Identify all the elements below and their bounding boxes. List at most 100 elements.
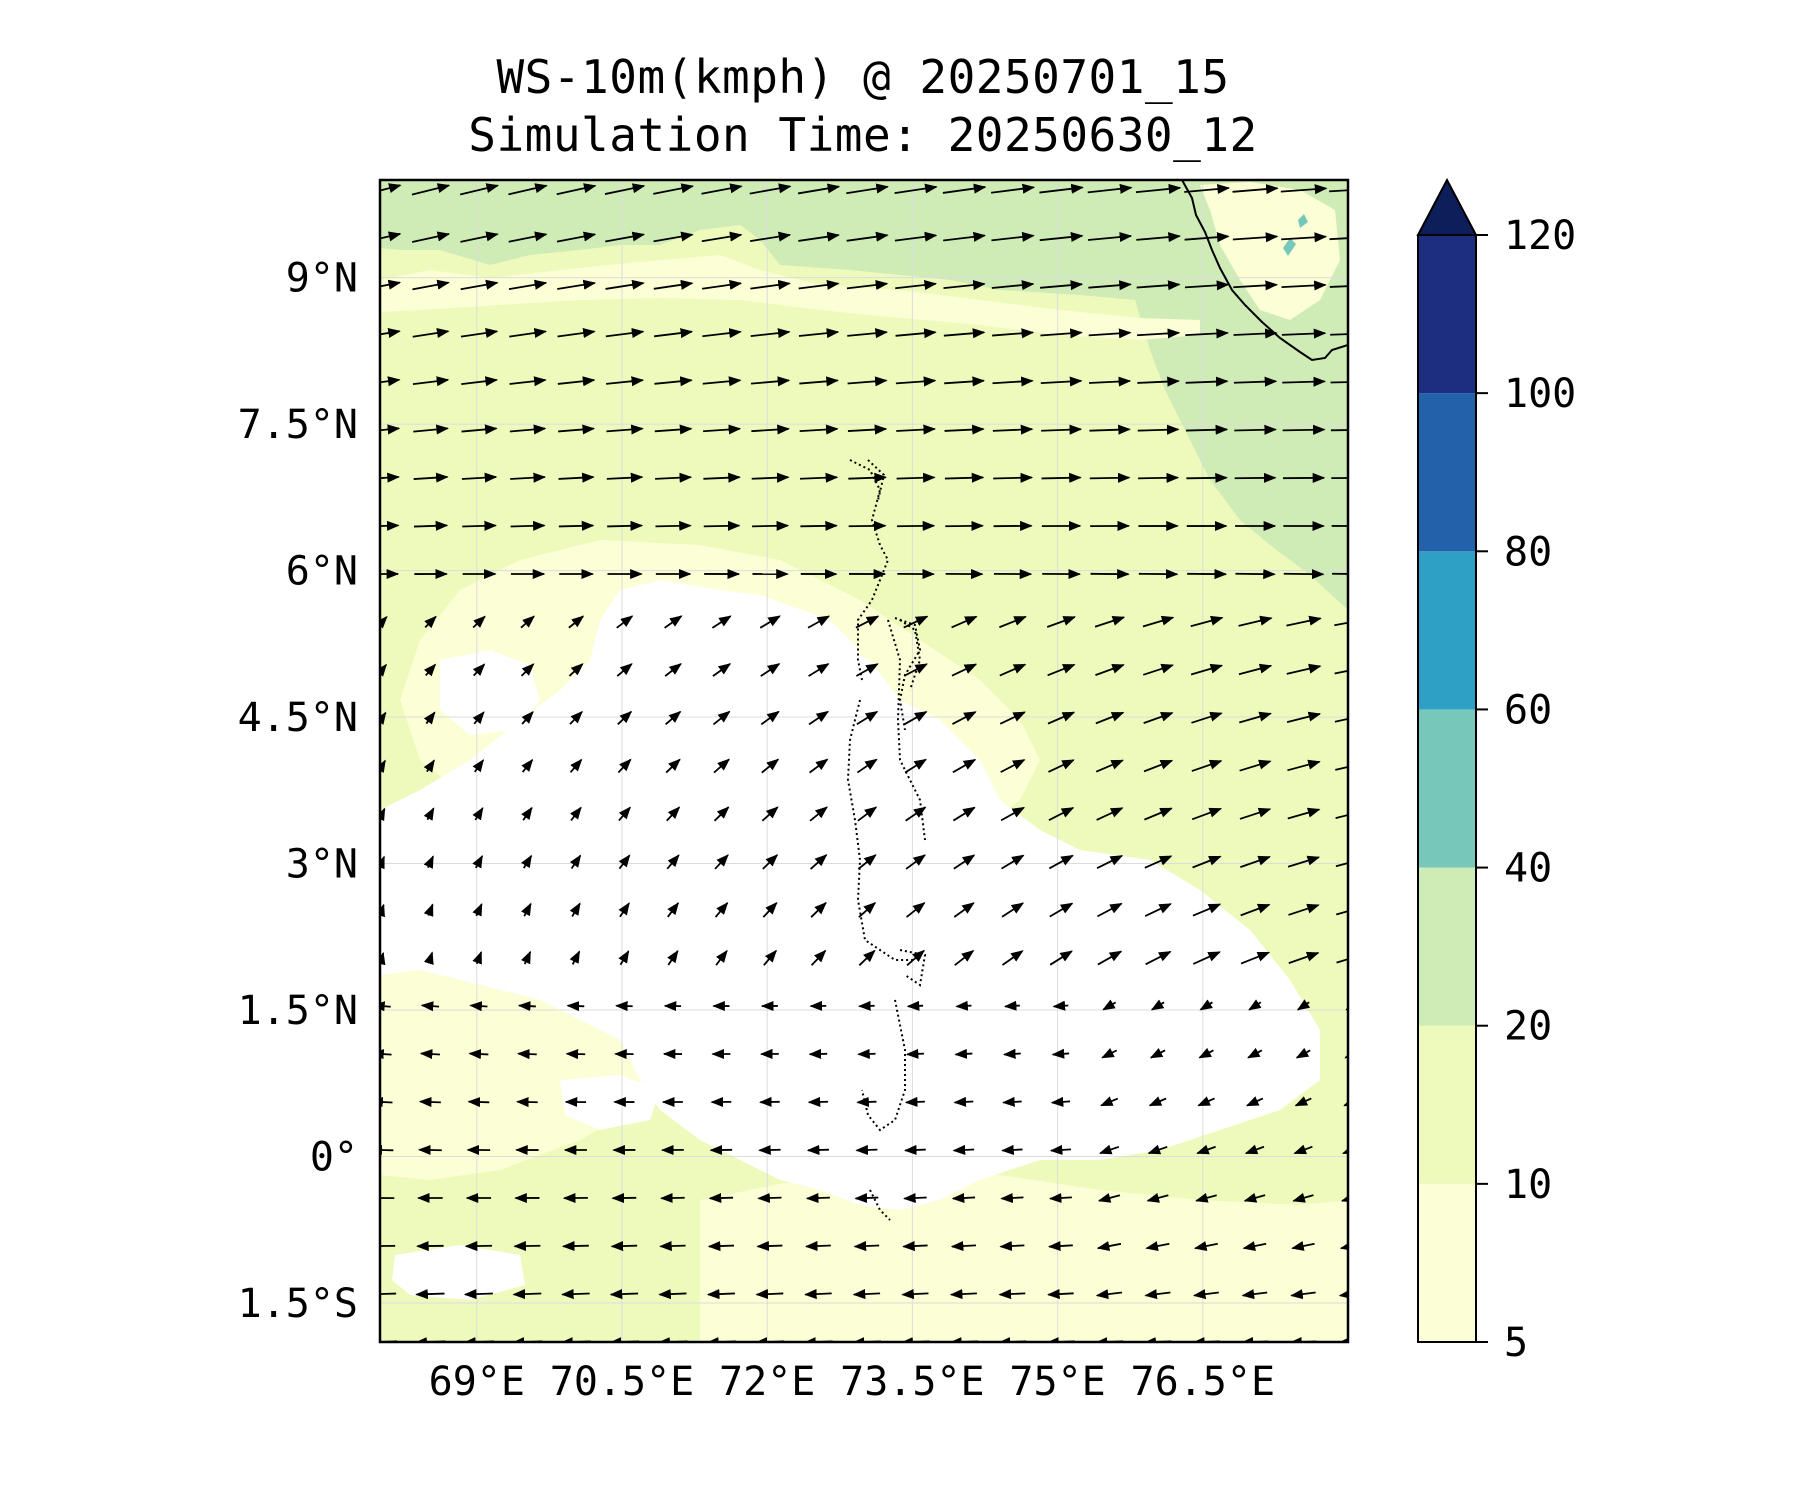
wind-arrow — [904, 758, 927, 774]
wind-arrow — [418, 1097, 441, 1108]
wind-arrow — [1238, 663, 1273, 676]
wind-arrow — [1191, 711, 1223, 724]
wind-arrow — [1293, 1144, 1313, 1155]
wind-arrow — [411, 231, 451, 243]
wind-arrow — [1192, 1289, 1219, 1300]
wind-arrow — [992, 376, 1034, 387]
wind-arrow — [895, 328, 937, 339]
wind-arrow — [618, 854, 631, 870]
wind-arrow — [1137, 424, 1180, 435]
colorbar-frame — [1417, 234, 1477, 1343]
wind-arrow — [460, 231, 499, 243]
wind-arrow — [424, 663, 437, 677]
wind-arrow — [853, 1241, 880, 1252]
wind-arrow — [1191, 807, 1222, 821]
wind-arrow — [1294, 1096, 1312, 1107]
wind-arrow — [1046, 616, 1076, 628]
wind-arrow — [749, 183, 792, 195]
wind-arrow — [707, 1241, 735, 1252]
wind-arrow — [1137, 376, 1180, 387]
wind-arrow — [616, 663, 633, 677]
wind-arrow — [380, 1049, 392, 1060]
wind-arrow — [756, 1241, 783, 1252]
lat-tick-label: 6°N — [286, 549, 358, 595]
lat-tick-label: 0° — [310, 1134, 358, 1180]
wind-arrow — [1240, 855, 1271, 868]
wind-arrow — [1281, 280, 1327, 291]
wind-arrow — [1048, 1192, 1072, 1204]
wind-arrow — [1097, 1192, 1121, 1203]
lon-tick-label: 76.5°E — [1131, 1359, 1276, 1405]
wind-arrow — [1089, 424, 1131, 435]
wind-arrow — [809, 854, 828, 870]
wind-arrow — [605, 279, 645, 290]
field-band-20-40-north — [380, 180, 1348, 610]
field-calm-zone-sw-blob — [392, 1245, 525, 1300]
wind-arrow — [604, 183, 646, 195]
wind-arrow — [1096, 855, 1124, 869]
wind-arrow — [1145, 1241, 1170, 1251]
wind-arrow — [423, 807, 435, 821]
wind-arrow — [858, 949, 876, 966]
wind-arrow — [847, 328, 888, 339]
wind-arrow — [807, 615, 831, 629]
wind-arrow — [1002, 1096, 1022, 1107]
wind-arrow — [858, 902, 877, 918]
wind-arrow — [521, 854, 533, 869]
wind-arrow — [848, 520, 887, 531]
wind-arrow — [1136, 232, 1181, 243]
wind-arrow — [944, 472, 985, 483]
wind-arrow — [380, 663, 387, 677]
lon-tick-label: 75°E — [1009, 1359, 1105, 1405]
wind-arrow — [952, 758, 977, 774]
wind-arrow — [1089, 376, 1132, 387]
wind-arrow — [711, 615, 732, 629]
wind-arrow — [1051, 1048, 1070, 1059]
wind-arrow — [1001, 1144, 1023, 1155]
wind-arrow — [1047, 1240, 1073, 1252]
wind-arrow — [667, 949, 679, 966]
wind-arrow — [760, 710, 780, 726]
wind-arrow — [903, 663, 928, 677]
wind-arrow — [1047, 711, 1076, 725]
wind-arrow — [1040, 376, 1083, 387]
wind-arrow — [460, 328, 499, 338]
wind-arrow — [1192, 855, 1222, 869]
wind-arrow — [702, 328, 742, 339]
wind-arrow — [463, 1289, 493, 1300]
wind-arrow — [469, 1001, 488, 1012]
wind-arrow — [750, 376, 791, 387]
wind-arrow — [810, 949, 827, 966]
wind-arrow — [461, 472, 498, 483]
wind-arrow — [762, 854, 779, 870]
wind-arrow — [759, 615, 781, 629]
wind-arrow — [1048, 759, 1075, 773]
wind-arrow — [903, 1144, 926, 1155]
wind-arrow — [1192, 951, 1221, 965]
wind-arrow — [1193, 1241, 1218, 1251]
wind-arrow — [906, 949, 925, 966]
wind-arrow — [906, 1000, 924, 1011]
wind-arrow — [1288, 903, 1320, 916]
colorbar-tick-label: 80 — [1504, 529, 1552, 575]
wind-arrow — [1287, 759, 1321, 772]
wind-arrow — [847, 376, 888, 387]
wind-arrow — [1184, 280, 1230, 291]
wind-arrow — [411, 183, 451, 196]
wind-arrow — [1136, 328, 1181, 339]
lon-tick-label: 72°E — [719, 1359, 815, 1405]
wind-arrow — [618, 950, 630, 966]
wind-arrow — [557, 328, 596, 339]
wind-arrow — [1195, 1192, 1217, 1203]
wind-arrow — [616, 615, 634, 629]
wind-arrow — [715, 949, 728, 966]
wind-arrow — [1049, 1144, 1072, 1155]
wind-arrow — [654, 424, 693, 435]
wind-arrow — [763, 949, 777, 966]
wind-arrow — [1095, 1289, 1123, 1300]
wind-arrow — [1190, 615, 1224, 628]
wind-arrow — [857, 854, 877, 870]
wind-arrow — [516, 1049, 537, 1060]
wind-arrow — [804, 1289, 832, 1300]
wind-arrow — [856, 1096, 877, 1107]
